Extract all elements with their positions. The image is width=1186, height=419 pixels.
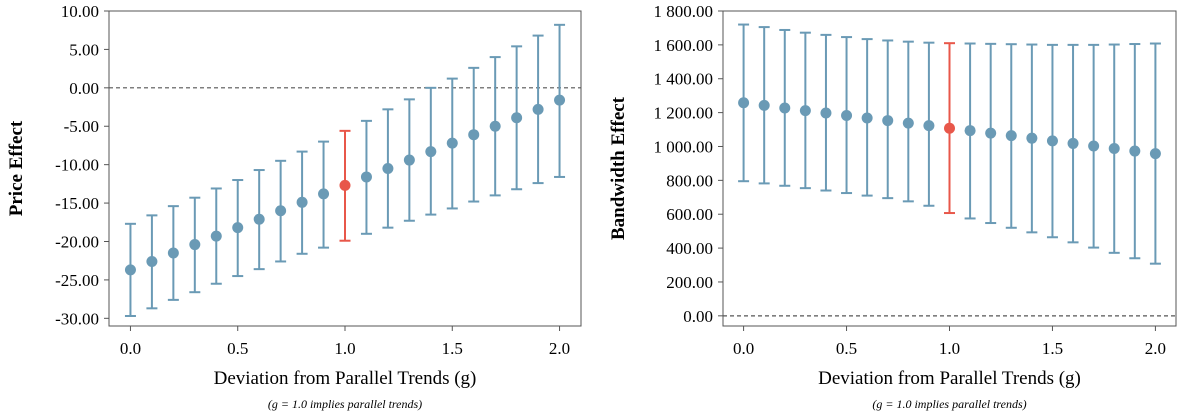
x-tick-label: 1.5 (442, 339, 463, 358)
data-point (554, 94, 566, 106)
data-point (124, 264, 136, 276)
x-tick-label: 2.0 (549, 339, 570, 358)
y-tick-label: 1 600.00 (654, 36, 714, 55)
y-tick-label: -20.00 (55, 232, 99, 251)
data-point (841, 109, 853, 121)
data-point (1046, 135, 1058, 147)
data-point (1088, 140, 1100, 152)
chart-panel-2: 1 800.00 1 600.00 1 400.00 1 200.00 1 000.00… (608, 2, 1177, 411)
x-tick-label: 0.5 (227, 339, 248, 358)
data-point (820, 107, 832, 119)
highlighted-point (339, 179, 351, 191)
y-tick-label: 1 400.00 (654, 70, 714, 89)
y-tick-label: -30.00 (55, 309, 99, 328)
y-tick-label: 10.00 (61, 2, 99, 21)
data-point (985, 127, 997, 139)
data-point (861, 112, 873, 124)
x-axis-note: (g = 1.0 implies parallel trends) (872, 397, 1026, 411)
data-point (296, 196, 308, 208)
y-axis-label: Price Effect (6, 120, 27, 216)
x-tick-label: 2.0 (1145, 339, 1166, 358)
data-point (318, 188, 330, 200)
data-point (532, 103, 544, 115)
data-point (167, 247, 179, 259)
data-point (425, 146, 437, 158)
y-tick-label: 1 200.00 (654, 104, 714, 123)
chart-panel-1: 10.00 5.00 0.00 -5.00 -10.00 -15.00 -20.00 -25.… (6, 2, 582, 411)
y-tick-label: 200.00 (666, 273, 713, 292)
y-tick-label: -10.00 (55, 156, 99, 175)
data-point (882, 115, 894, 127)
data-point (468, 129, 480, 141)
y-tick-label: 800.00 (666, 171, 713, 190)
data-point (1026, 132, 1038, 144)
data-point (146, 255, 158, 267)
data-point (1108, 143, 1120, 155)
data-point (403, 154, 415, 166)
x-tick-label: 0.0 (120, 339, 141, 358)
y-tick-label: 0.00 (683, 307, 713, 326)
y-tick-label: -5.00 (64, 117, 99, 136)
data-point (799, 105, 811, 117)
y-tick-label: -15.00 (55, 194, 99, 213)
y-tick-label: 600.00 (666, 205, 713, 224)
data-point (189, 239, 201, 251)
data-point (779, 102, 791, 114)
data-point (964, 125, 976, 137)
data-point (923, 120, 935, 132)
x-tick-label: 1.0 (939, 339, 960, 358)
data-point (758, 99, 770, 111)
data-point (232, 222, 244, 234)
highlighted-point (944, 122, 955, 134)
data-point (1067, 137, 1079, 149)
y-tick-label: 5.00 (69, 40, 99, 59)
x-tick-label: 1.0 (334, 339, 355, 358)
data-point (253, 213, 265, 225)
x-axis-note: (g = 1.0 implies parallel trends) (268, 397, 422, 411)
data-point (1129, 145, 1141, 157)
y-axis-label: Bandwidth Effect (608, 96, 629, 240)
data-point (489, 120, 501, 132)
x-axis-label: Deviation from Parallel Trends (g) (818, 368, 1081, 389)
data-point (360, 171, 372, 183)
y-tick-label: -25.00 (55, 271, 99, 290)
y-tick-label: 0.00 (69, 79, 99, 98)
y-tick-label: 1 800.00 (654, 2, 714, 21)
data-point (446, 137, 458, 149)
data-point (738, 97, 750, 109)
y-tick-label: 1 000.00 (654, 137, 714, 156)
data-point (902, 117, 914, 129)
data-point (275, 205, 287, 217)
x-tick-label: 0.5 (836, 339, 857, 358)
data-point (1149, 148, 1161, 160)
data-point (511, 112, 523, 124)
y-tick-label: 400.00 (666, 239, 713, 258)
data-point (210, 230, 222, 242)
data-point (382, 163, 394, 174)
x-axis-label: Deviation from Parallel Trends (g) (214, 368, 477, 389)
data-point (1005, 130, 1017, 142)
x-tick-label: 1.5 (1042, 339, 1063, 358)
x-tick-label: 0.0 (733, 339, 754, 358)
